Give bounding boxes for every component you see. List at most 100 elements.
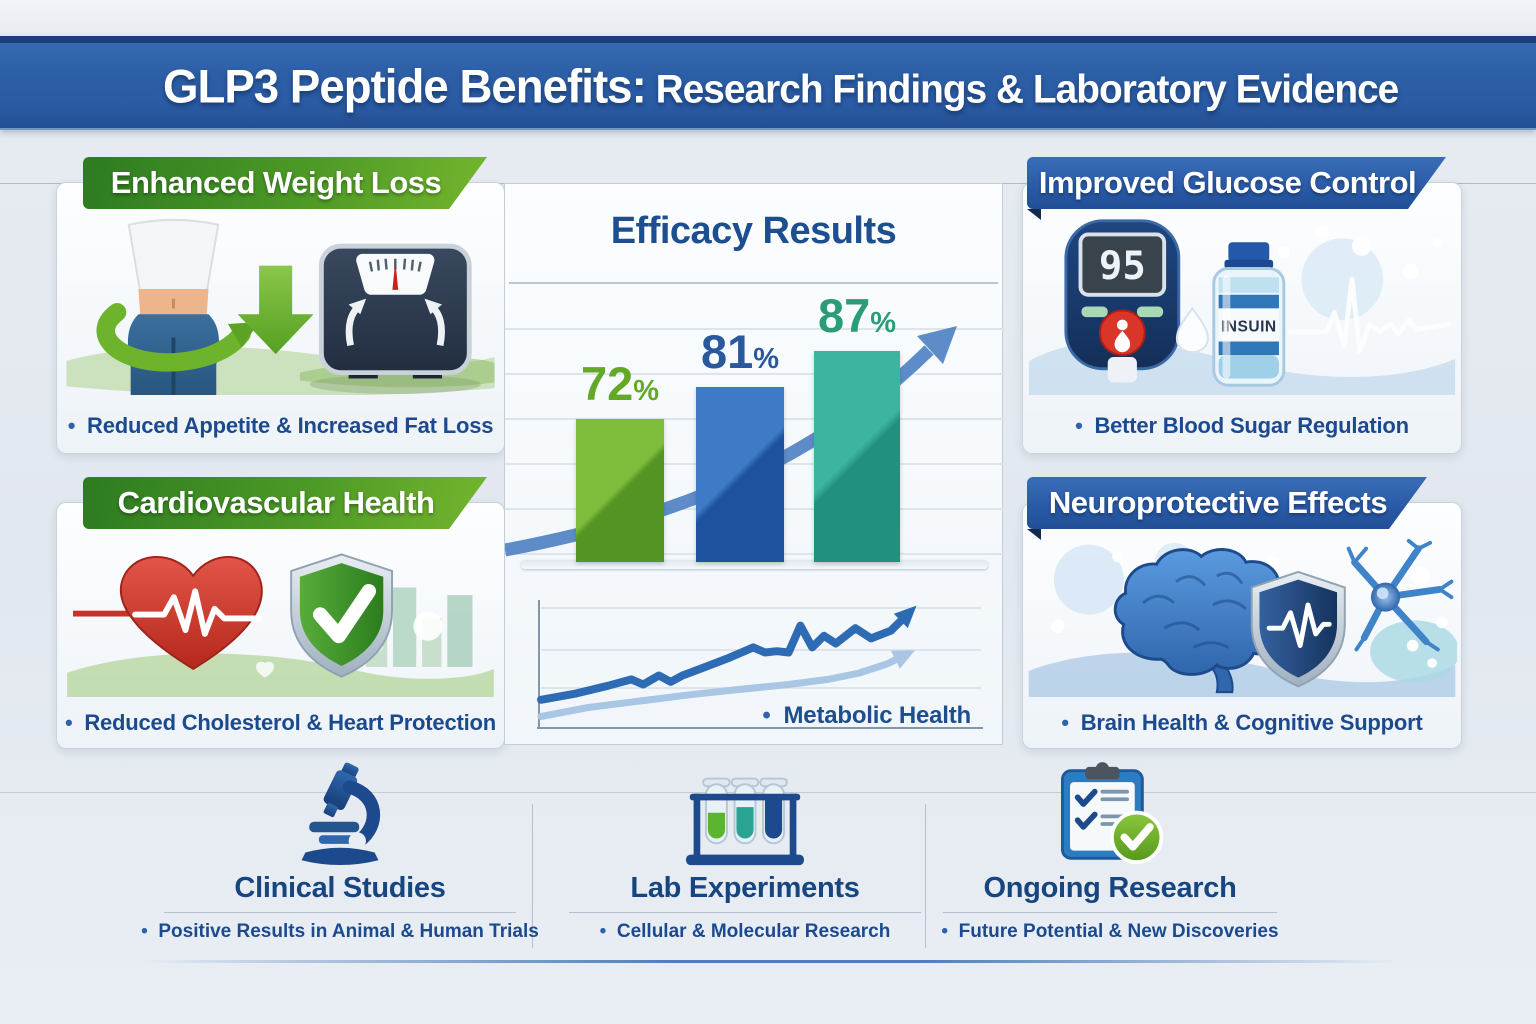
neuro-header-ribbon: Neuroprotective Effects xyxy=(1027,477,1427,529)
weight-loss-illustration xyxy=(61,215,500,397)
ribbon-fold xyxy=(1027,209,1041,220)
neuro-card: Neuroprotective Effects xyxy=(1022,502,1462,749)
cardio-illustration xyxy=(61,537,500,697)
footer-title-lab-experiments: Lab Experiments xyxy=(630,872,860,904)
footer-separator xyxy=(925,804,926,948)
metabolic-trend-dark xyxy=(537,611,911,704)
cardio-bullet-text: Reduced Cholesterol & Heart Protection xyxy=(84,710,497,735)
weight-loss-illustration-svg xyxy=(66,218,495,397)
metabolic-line-chart-svg xyxy=(537,600,983,729)
bathroom-scale-icon xyxy=(309,243,481,395)
page-title-lead: GLP3 Peptide Benefits: xyxy=(163,58,647,112)
efficacy-bar xyxy=(696,387,784,562)
neuro-bullet-text: Brain Health & Cognitive Support xyxy=(1080,710,1423,735)
bar-value-label: 72% xyxy=(580,357,660,410)
glucose-meter-icon: 95 xyxy=(1064,219,1181,383)
efficacy-bar xyxy=(814,351,900,562)
glucose-bullet: Better Blood Sugar Regulation xyxy=(1023,413,1461,439)
brain-gyri-lines xyxy=(1142,571,1247,649)
neuro-illustration xyxy=(1027,537,1460,697)
microscope-icon-svg xyxy=(301,762,381,865)
footer-title-rule xyxy=(569,912,921,913)
cardio-card: Cardiovascular Health xyxy=(56,502,505,749)
bullet-dot xyxy=(68,413,87,438)
down-arrow-icon xyxy=(237,265,314,355)
heart-ekg-icon xyxy=(72,556,274,678)
footer-item-clinical-studies: Clinical Studies Positive Results in Ani… xyxy=(140,758,540,943)
cardio-header: Cardiovascular Health xyxy=(117,485,435,520)
footer-item-ongoing-research: Ongoing Research Future Potential & New … xyxy=(920,758,1300,943)
microscope-icon xyxy=(140,758,540,868)
drop-icon xyxy=(1175,306,1209,354)
glucose-card: Improved Glucose Control 95 xyxy=(1022,182,1462,454)
legend-label: Metabolic Health xyxy=(783,702,972,729)
meter-reading: 95 xyxy=(1099,244,1146,289)
efficacy-panel: Efficacy Results 72% 81% 87% Metabolic Hea… xyxy=(504,183,1004,745)
glucose-illustration: 95 INSUIN xyxy=(1027,215,1457,395)
weight-loss-bullet-text: Reduced Appetite & Increased Fat Loss xyxy=(87,413,494,438)
bullet-dot xyxy=(1075,413,1094,438)
neuro-bullet: Brain Health & Cognitive Support xyxy=(1023,710,1461,736)
neuron-icon xyxy=(1346,538,1454,652)
efficacy-bar-chart: 72% 81% 87% xyxy=(505,284,1004,569)
metabolic-trend-light xyxy=(537,652,907,720)
bar-value-label: 87% xyxy=(817,289,897,342)
metabolic-trend-light-arrowhead xyxy=(891,650,916,669)
blue-background-wash xyxy=(1028,542,1460,697)
bullet-dot xyxy=(1061,710,1080,735)
efficacy-bar xyxy=(576,419,664,562)
bar-value-label: 81% xyxy=(700,325,780,378)
weight-loss-header: Enhanced Weight Loss xyxy=(110,165,442,200)
gridline xyxy=(505,328,1004,330)
tube xyxy=(702,777,731,845)
cardio-bullet: Reduced Cholesterol & Heart Protection xyxy=(57,710,504,736)
glucose-illustration-svg: 95 INSUIN xyxy=(1028,219,1456,395)
footer-bottom-rule xyxy=(140,960,1400,963)
bullet-dot xyxy=(141,921,158,942)
footer-title-ongoing-research: Ongoing Research xyxy=(983,872,1237,904)
cardio-illustration-svg xyxy=(67,553,494,697)
weight-loss-card: Enhanced Weight Loss xyxy=(56,182,505,454)
footer-bullet-clinical-studies: Positive Results in Animal & Human Trial… xyxy=(140,921,540,943)
measuring-waist-figure xyxy=(96,218,260,395)
footer-title-clinical-studies: Clinical Studies xyxy=(234,872,446,904)
bullet-dot xyxy=(65,710,84,735)
cardio-header-ribbon: Cardiovascular Health xyxy=(83,477,487,529)
clipboard-checklist-icon xyxy=(920,758,1300,868)
tube xyxy=(730,777,760,845)
insulin-vial-icon: INSUIN xyxy=(1212,242,1286,387)
page-title: GLP3 Peptide Benefits: Research Findings… xyxy=(163,58,1399,113)
gridline xyxy=(505,373,1004,375)
chart-baseline xyxy=(521,560,988,569)
top-strip xyxy=(0,0,1536,36)
test-tubes-icon-svg xyxy=(686,777,804,866)
title-banner: GLP3 Peptide Benefits: Research Findings… xyxy=(0,36,1536,130)
footer-bullet-text: Cellular & Molecular Research xyxy=(616,921,891,942)
scale-dial-ticks xyxy=(368,258,422,272)
footer-bullet-text: Future Potential & New Discoveries xyxy=(958,921,1279,942)
neuro-header: Neuroprotective Effects xyxy=(1048,485,1388,520)
footer-separator xyxy=(532,804,533,948)
footer-title-rule xyxy=(942,912,1278,913)
glucose-header: Improved Glucose Control xyxy=(1038,165,1417,200)
weight-loss-header-ribbon: Enhanced Weight Loss xyxy=(83,157,487,209)
ekg-line-icon xyxy=(1287,276,1452,354)
test-tubes-icon xyxy=(545,758,945,868)
footer-bullet-text: Positive Results in Animal & Human Trial… xyxy=(158,921,539,942)
footer-bullet-ongoing-research: Future Potential & New Discoveries xyxy=(920,921,1300,943)
glucose-bullet-text: Better Blood Sugar Regulation xyxy=(1094,413,1409,438)
efficacy-title: Efficacy Results xyxy=(610,210,897,252)
footer-bullet-lab-experiments: Cellular & Molecular Research xyxy=(545,921,945,943)
ribbon-fold xyxy=(1027,529,1041,540)
title-underline xyxy=(509,282,998,284)
brain-icon xyxy=(1113,548,1292,694)
neuro-illustration-svg xyxy=(1028,538,1460,697)
glucose-header-ribbon: Improved Glucose Control xyxy=(1027,157,1446,209)
weight-loss-bullet: Reduced Appetite & Increased Fat Loss xyxy=(57,413,504,439)
legend-dot xyxy=(762,702,783,729)
metabolic-line-chart: Metabolic Health xyxy=(529,596,989,736)
bullet-dot xyxy=(941,921,958,942)
tube xyxy=(759,777,788,845)
bullet-dot xyxy=(600,921,617,942)
